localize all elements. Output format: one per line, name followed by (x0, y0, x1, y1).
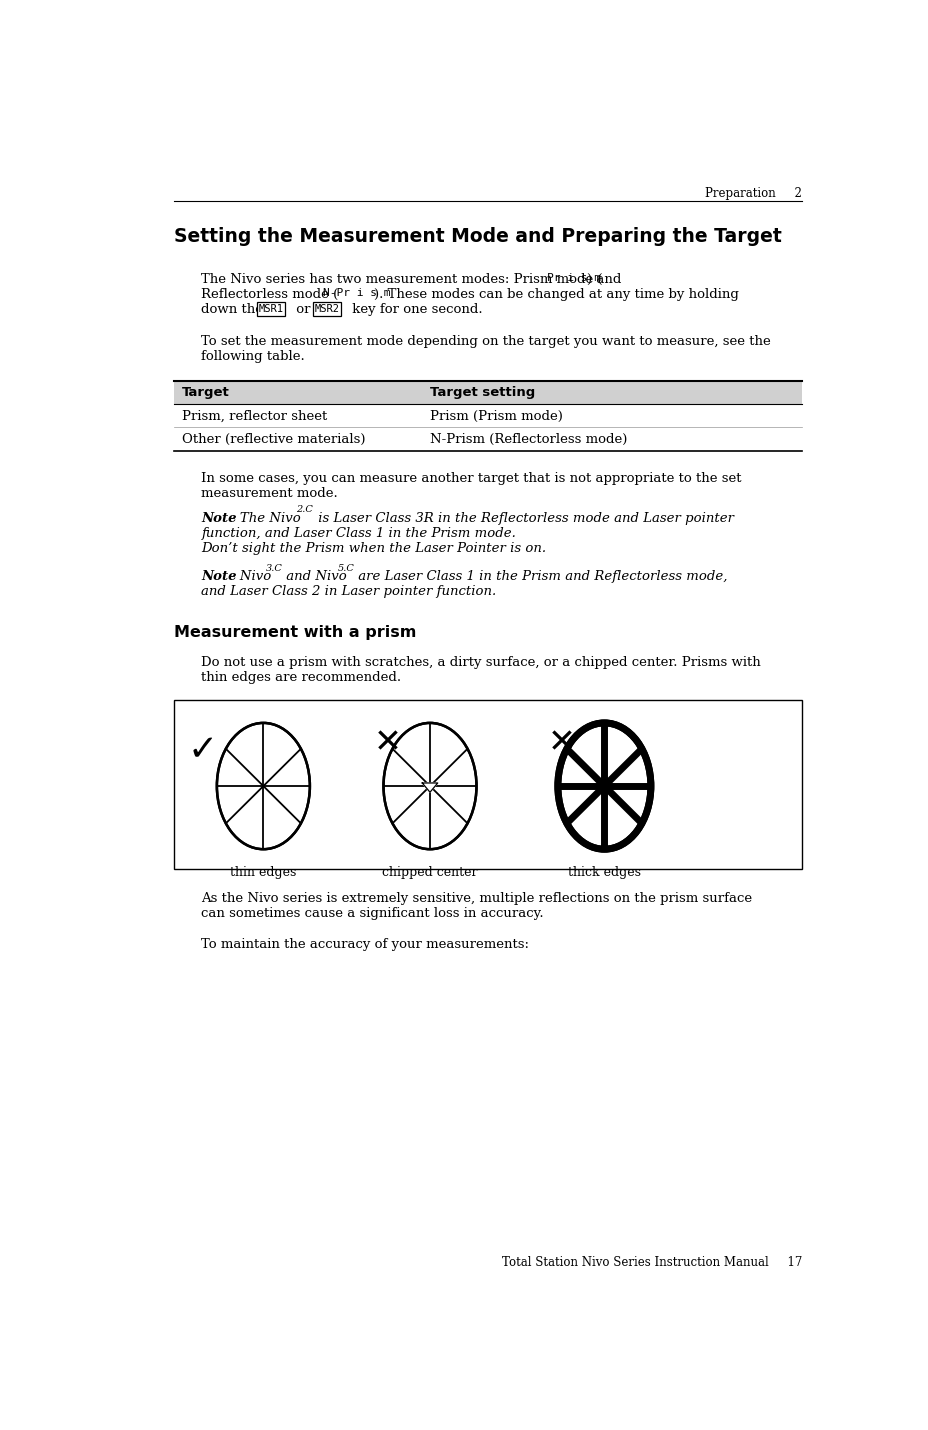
Text: ✕: ✕ (373, 726, 401, 759)
Text: 5.C: 5.C (338, 565, 354, 573)
Text: and Nivo: and Nivo (282, 571, 346, 583)
Text: Total Station Nivo Series Instruction Manual     17: Total Station Nivo Series Instruction Ma… (501, 1256, 801, 1268)
Text: key for one second.: key for one second. (348, 303, 483, 316)
Text: thin edges are recommended.: thin edges are recommended. (201, 671, 401, 684)
Text: 3.C: 3.C (265, 565, 282, 573)
Text: – The Nivo: – The Nivo (229, 512, 301, 525)
Text: function, and Laser Class 1 in the Prism mode.: function, and Laser Class 1 in the Prism… (201, 526, 516, 539)
Text: thin edges: thin edges (230, 867, 296, 879)
Text: is Laser Class 3R in the Reflectorless mode and Laser pointer: is Laser Class 3R in the Reflectorless m… (314, 512, 733, 525)
Text: Target: Target (182, 386, 229, 399)
Text: Don’t sight the Prism when the Laser Pointer is on.: Don’t sight the Prism when the Laser Poi… (201, 542, 546, 555)
Text: ✓: ✓ (187, 734, 218, 768)
Text: To maintain the accuracy of your measurements:: To maintain the accuracy of your measure… (201, 938, 529, 951)
Text: are Laser Class 1 in the Prism and Reflectorless mode,: are Laser Class 1 in the Prism and Refle… (354, 571, 727, 583)
Text: following table.: following table. (201, 350, 304, 363)
Text: Preparation     2: Preparation 2 (704, 187, 801, 200)
Text: Prism (Prism mode): Prism (Prism mode) (430, 410, 562, 423)
Text: Pr i s m: Pr i s m (546, 273, 600, 283)
Text: or: or (292, 303, 315, 316)
Text: 2.C: 2.C (296, 505, 313, 515)
Text: down the: down the (201, 303, 267, 316)
Text: Note: Note (201, 571, 237, 583)
Ellipse shape (383, 724, 476, 849)
Text: N-Pr i s m: N-Pr i s m (323, 289, 391, 299)
Text: N-Prism (Reflectorless mode): N-Prism (Reflectorless mode) (430, 433, 626, 446)
Text: measurement mode.: measurement mode. (201, 488, 338, 500)
Text: ). These modes can be changed at any time by holding: ). These modes can be changed at any tim… (374, 289, 739, 302)
Text: thick edges: thick edges (567, 867, 640, 879)
Text: Do not use a prism with scratches, a dirty surface, or a chipped center. Prisms : Do not use a prism with scratches, a dir… (201, 656, 760, 669)
Text: Target setting: Target setting (430, 386, 535, 399)
Text: Note: Note (201, 512, 237, 525)
Text: Other (reflective materials): Other (reflective materials) (182, 433, 365, 446)
Text: Setting the Measurement Mode and Preparing the Target: Setting the Measurement Mode and Prepari… (174, 227, 781, 246)
Text: In some cases, you can measure another target that is not appropriate to the set: In some cases, you can measure another t… (201, 472, 741, 485)
Text: can sometimes cause a significant loss in accuracy.: can sometimes cause a significant loss i… (201, 908, 544, 921)
Text: Reflectorless mode (: Reflectorless mode ( (201, 289, 339, 302)
Text: MSR2: MSR2 (314, 305, 339, 315)
Text: – Nivo: – Nivo (229, 571, 271, 583)
Bar (174, 380, 801, 403)
Ellipse shape (216, 724, 310, 849)
Text: chipped center: chipped center (381, 867, 477, 879)
Bar (174, 699, 801, 869)
Text: ) and: ) and (586, 273, 620, 286)
Text: Prism, reflector sheet: Prism, reflector sheet (182, 410, 327, 423)
Text: MSR1: MSR1 (258, 305, 283, 315)
Ellipse shape (558, 724, 651, 849)
Text: and Laser Class 2 in Laser pointer function.: and Laser Class 2 in Laser pointer funct… (201, 585, 496, 599)
Text: As the Nivo series is extremely sensitive, multiple reflections on the prism sur: As the Nivo series is extremely sensitiv… (201, 892, 752, 905)
Text: ✕: ✕ (548, 726, 575, 759)
Polygon shape (422, 784, 437, 792)
Text: Measurement with a prism: Measurement with a prism (174, 625, 416, 641)
Text: To set the measurement mode depending on the target you want to measure, see the: To set the measurement mode depending on… (201, 335, 770, 349)
Text: The Nivo series has two measurement modes: Prism mode (: The Nivo series has two measurement mode… (201, 273, 602, 286)
